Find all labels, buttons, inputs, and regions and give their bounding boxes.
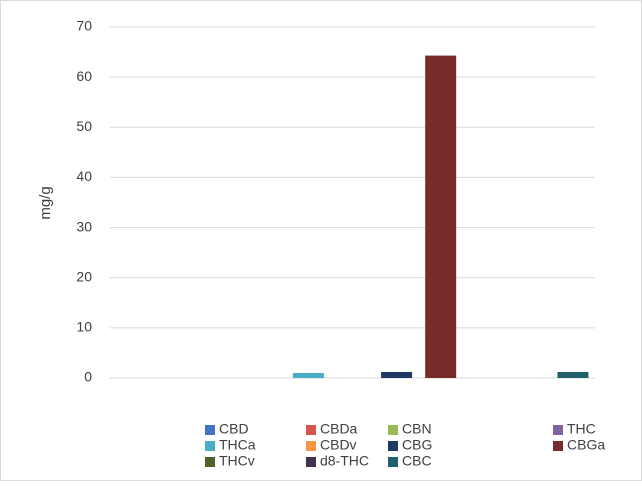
legend-swatch-thca xyxy=(205,441,215,451)
y-tick-label: 50 xyxy=(76,118,92,134)
gridlines xyxy=(110,26,595,379)
legend-label-cbdv: CBDv xyxy=(320,437,357,453)
legend-label-thc: THC xyxy=(567,421,596,437)
legend-swatch-cbga xyxy=(553,441,563,451)
legend-label-d8-thc: d8-THC xyxy=(320,453,369,469)
bar-cbg xyxy=(381,371,413,378)
y-tick-label: 0 xyxy=(84,369,92,385)
legend-swatch-thcv xyxy=(205,457,215,467)
y-tick-label: 10 xyxy=(76,319,92,335)
y-tick-label: 30 xyxy=(76,218,92,234)
y-tick-label: 60 xyxy=(76,68,92,84)
legend-swatch-cbn xyxy=(388,425,398,435)
legend-label-cbn: CBN xyxy=(402,421,432,437)
y-tick-label: 20 xyxy=(76,268,92,284)
y-tick-label: 40 xyxy=(76,168,92,184)
legend-swatch-cbc xyxy=(388,457,398,467)
y-tick-label: 70 xyxy=(76,18,92,34)
bar-thca xyxy=(292,372,324,378)
legend-swatch-cbg xyxy=(388,441,398,451)
legend-swatch-thc xyxy=(553,425,563,435)
legend-label-cbda: CBDa xyxy=(320,421,358,437)
legend-swatch-cbda xyxy=(306,425,316,435)
legend-label-cbd: CBD xyxy=(219,421,249,437)
legend-swatch-d8-thc xyxy=(306,457,316,467)
y-axis-ticks: 0 10 20 30 40 50 60 70 xyxy=(76,18,92,385)
legend-label-cbc: CBC xyxy=(402,453,432,469)
legend-label-thcv: THCv xyxy=(219,453,255,469)
legend-swatch-cbd xyxy=(205,425,215,435)
legend: CBD CBDa CBN THC THCa CBDv CBG CBGa THCv d8-THC CB… xyxy=(205,421,605,469)
legend-label-cbga: CBGa xyxy=(567,437,605,453)
legend-label-thca: THCa xyxy=(219,437,256,453)
bars xyxy=(292,55,589,379)
legend-label-cbg: CBG xyxy=(402,437,432,453)
legend-swatch-cbdv xyxy=(306,441,316,451)
bar-cbga xyxy=(425,55,457,379)
y-axis-label: mg/g xyxy=(37,186,54,219)
bar-cbc xyxy=(557,371,589,378)
